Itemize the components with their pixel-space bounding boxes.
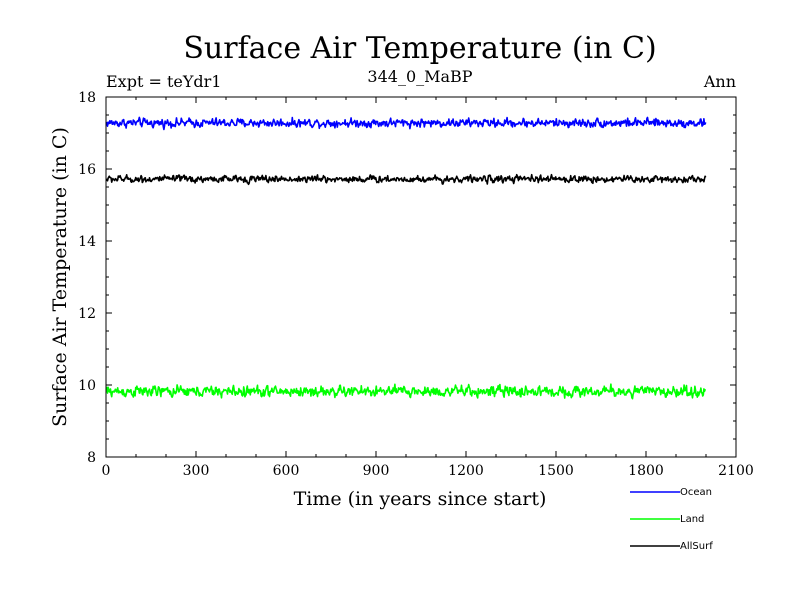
x-tick-label: 0 (102, 463, 111, 479)
chart-title: Surface Air Temperature (in C) (183, 31, 656, 66)
y-tick-label: 16 (78, 162, 96, 178)
axes-layer: 0 300 600 900 1200 1500 1800 2100 8 10 12 14 16 18 (78, 90, 754, 479)
x-tick-label: 1500 (538, 463, 574, 479)
legend-label-ocean: Ocean (680, 487, 712, 498)
x-tick-label: 1800 (628, 463, 664, 479)
x-tick-label: 1200 (448, 463, 484, 479)
experiment-label: Expt = teYdr1 (106, 72, 221, 91)
y-tick-label: 12 (78, 306, 96, 322)
y-axis-label: Surface Air Temperature (in C) (49, 127, 71, 427)
series-line-allsurf (105, 173, 707, 186)
y-tick-label: 18 (78, 90, 96, 106)
x-axis-label: Time (in years since start) (294, 488, 547, 510)
x-tick-label: 300 (183, 463, 210, 479)
series-layer (105, 116, 707, 400)
y-tick-label: 8 (87, 450, 96, 466)
season-label: Ann (703, 72, 736, 91)
series-line-ocean (105, 116, 707, 131)
period-label: 344_0_MaBP (367, 67, 472, 86)
legend-label-land: Land (680, 514, 704, 525)
series-line-land (105, 383, 706, 400)
plot-frame (105, 96, 737, 458)
legend: Ocean Land AllSurf (630, 487, 713, 552)
y-tick-label: 10 (78, 378, 96, 394)
x-tick-label: 900 (363, 463, 390, 479)
x-tick-label: 600 (273, 463, 300, 479)
y-tick-label: 14 (78, 234, 96, 250)
x-tick-label: 2100 (718, 463, 754, 479)
legend-label-allsurf: AllSurf (680, 541, 713, 552)
